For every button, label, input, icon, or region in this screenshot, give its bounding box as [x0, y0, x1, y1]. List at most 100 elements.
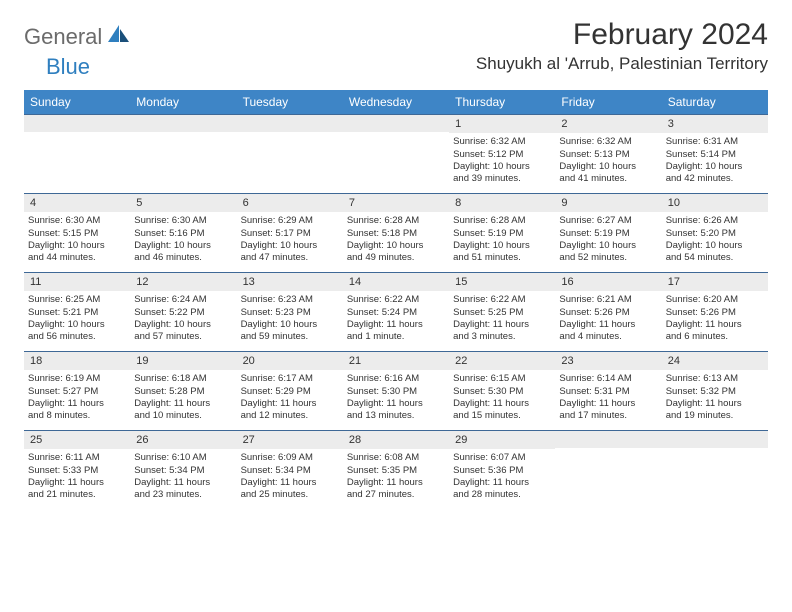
- day-info-line: Sunrise: 6:08 AM: [347, 452, 445, 464]
- day-number: 4: [24, 194, 130, 212]
- day-cell: [24, 115, 130, 193]
- day-number: 13: [237, 273, 343, 291]
- day-cell: 8Sunrise: 6:28 AMSunset: 5:19 PMDaylight…: [449, 194, 555, 272]
- day-cell: 16Sunrise: 6:21 AMSunset: 5:26 PMDayligh…: [555, 273, 661, 351]
- day-info-line: Daylight: 10 hours: [453, 240, 551, 252]
- day-info-line: and 47 minutes.: [241, 252, 339, 264]
- weekday-header-row: SundayMondayTuesdayWednesdayThursdayFrid…: [24, 90, 768, 114]
- weekday-label: Monday: [130, 90, 236, 114]
- day-number: 20: [237, 352, 343, 370]
- day-info-line: Sunrise: 6:10 AM: [134, 452, 232, 464]
- day-info-line: and 10 minutes.: [134, 410, 232, 422]
- location-subtitle: Shuyukh al 'Arrub, Palestinian Territory: [476, 54, 768, 74]
- weekday-label: Saturday: [662, 90, 768, 114]
- day-info-line: Daylight: 10 hours: [134, 319, 232, 331]
- day-number: 15: [449, 273, 555, 291]
- day-cell: 22Sunrise: 6:15 AMSunset: 5:30 PMDayligh…: [449, 352, 555, 430]
- calendar-grid: SundayMondayTuesdayWednesdayThursdayFrid…: [24, 90, 768, 509]
- day-info-line: Sunset: 5:33 PM: [28, 465, 126, 477]
- day-info-line: Sunset: 5:27 PM: [28, 386, 126, 398]
- day-info-line: and 4 minutes.: [559, 331, 657, 343]
- day-info-line: and 23 minutes.: [134, 489, 232, 501]
- day-number: 3: [662, 115, 768, 133]
- day-number: 29: [449, 431, 555, 449]
- sail-icon: [108, 25, 130, 48]
- day-info-line: Daylight: 10 hours: [134, 240, 232, 252]
- day-info-line: Daylight: 11 hours: [241, 477, 339, 489]
- empty-day-band: [555, 431, 661, 448]
- day-info-line: Sunrise: 6:21 AM: [559, 294, 657, 306]
- day-cell: 29Sunrise: 6:07 AMSunset: 5:36 PMDayligh…: [449, 431, 555, 509]
- day-info-line: and 42 minutes.: [666, 173, 764, 185]
- day-info-line: Sunset: 5:30 PM: [453, 386, 551, 398]
- day-number: 9: [555, 194, 661, 212]
- week-row: 25Sunrise: 6:11 AMSunset: 5:33 PMDayligh…: [24, 430, 768, 509]
- day-info-line: Sunrise: 6:30 AM: [134, 215, 232, 227]
- weekday-label: Thursday: [449, 90, 555, 114]
- empty-day-band: [237, 115, 343, 132]
- day-number: 21: [343, 352, 449, 370]
- day-cell: 26Sunrise: 6:10 AMSunset: 5:34 PMDayligh…: [130, 431, 236, 509]
- day-info-line: Daylight: 10 hours: [559, 161, 657, 173]
- day-info-line: Sunset: 5:15 PM: [28, 228, 126, 240]
- day-number: 27: [237, 431, 343, 449]
- day-cell: [130, 115, 236, 193]
- day-info-line: Daylight: 11 hours: [347, 319, 445, 331]
- day-cell: 28Sunrise: 6:08 AMSunset: 5:35 PMDayligh…: [343, 431, 449, 509]
- day-info-line: Sunset: 5:30 PM: [347, 386, 445, 398]
- day-info-line: Daylight: 11 hours: [666, 319, 764, 331]
- day-info-line: Sunset: 5:14 PM: [666, 149, 764, 161]
- day-info-line: Sunset: 5:18 PM: [347, 228, 445, 240]
- day-info-line: Daylight: 10 hours: [453, 161, 551, 173]
- day-cell: 18Sunrise: 6:19 AMSunset: 5:27 PMDayligh…: [24, 352, 130, 430]
- day-cell: 15Sunrise: 6:22 AMSunset: 5:25 PMDayligh…: [449, 273, 555, 351]
- day-info-line: Daylight: 11 hours: [134, 477, 232, 489]
- day-cell: 9Sunrise: 6:27 AMSunset: 5:19 PMDaylight…: [555, 194, 661, 272]
- brand-logo: General: [24, 24, 132, 50]
- day-info-line: Sunset: 5:26 PM: [666, 307, 764, 319]
- day-info-line: and 13 minutes.: [347, 410, 445, 422]
- day-number: 18: [24, 352, 130, 370]
- day-info-line: Sunrise: 6:09 AM: [241, 452, 339, 464]
- day-info-line: and 25 minutes.: [241, 489, 339, 501]
- day-cell: 11Sunrise: 6:25 AMSunset: 5:21 PMDayligh…: [24, 273, 130, 351]
- day-number: 2: [555, 115, 661, 133]
- day-info-line: and 54 minutes.: [666, 252, 764, 264]
- day-info-line: Sunrise: 6:29 AM: [241, 215, 339, 227]
- day-info-line: and 44 minutes.: [28, 252, 126, 264]
- day-cell: 19Sunrise: 6:18 AMSunset: 5:28 PMDayligh…: [130, 352, 236, 430]
- day-info-line: Daylight: 10 hours: [241, 240, 339, 252]
- day-info-line: Sunset: 5:34 PM: [134, 465, 232, 477]
- day-info-line: Daylight: 10 hours: [241, 319, 339, 331]
- day-info-line: and 39 minutes.: [453, 173, 551, 185]
- day-info-line: Daylight: 11 hours: [559, 319, 657, 331]
- day-info-line: Sunset: 5:29 PM: [241, 386, 339, 398]
- day-info-line: Sunset: 5:13 PM: [559, 149, 657, 161]
- month-title: February 2024: [476, 18, 768, 52]
- day-info-line: Sunset: 5:34 PM: [241, 465, 339, 477]
- day-info-line: Sunset: 5:35 PM: [347, 465, 445, 477]
- day-info-line: Sunrise: 6:14 AM: [559, 373, 657, 385]
- day-info-line: Sunrise: 6:32 AM: [559, 136, 657, 148]
- day-info-line: Sunrise: 6:13 AM: [666, 373, 764, 385]
- day-info-line: Daylight: 11 hours: [666, 398, 764, 410]
- day-info-line: Sunrise: 6:18 AM: [134, 373, 232, 385]
- day-cell: [237, 115, 343, 193]
- day-info-line: and 15 minutes.: [453, 410, 551, 422]
- weekday-label: Friday: [555, 90, 661, 114]
- day-info-line: Sunset: 5:24 PM: [347, 307, 445, 319]
- day-info-line: and 41 minutes.: [559, 173, 657, 185]
- day-info-line: and 21 minutes.: [28, 489, 126, 501]
- day-info-line: Sunset: 5:26 PM: [559, 307, 657, 319]
- day-info-line: Sunrise: 6:26 AM: [666, 215, 764, 227]
- day-cell: 5Sunrise: 6:30 AMSunset: 5:16 PMDaylight…: [130, 194, 236, 272]
- empty-day-band: [662, 431, 768, 448]
- day-cell: [555, 431, 661, 509]
- day-cell: 2 Sunrise: 6:32 AMSunset: 5:13 PMDaylight…: [555, 115, 661, 193]
- empty-day-band: [343, 115, 449, 132]
- day-info-line: Daylight: 11 hours: [28, 398, 126, 410]
- day-info-line: Sunset: 5:12 PM: [453, 149, 551, 161]
- brand-part2: Blue: [46, 54, 90, 80]
- day-info-line: Sunset: 5:19 PM: [453, 228, 551, 240]
- day-cell: 24Sunrise: 6:13 AMSunset: 5:32 PMDayligh…: [662, 352, 768, 430]
